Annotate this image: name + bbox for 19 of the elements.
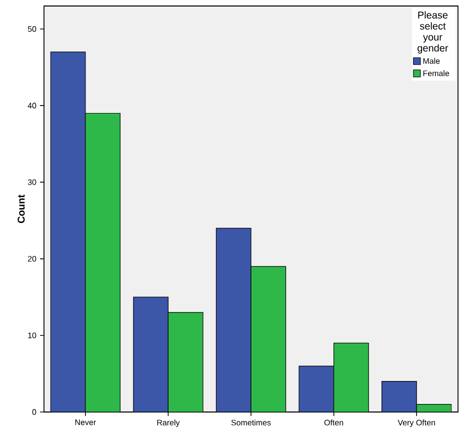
y-axis-title: Count: [18, 194, 25, 224]
bar: [168, 312, 204, 412]
bar: [334, 342, 369, 412]
bar: [250, 266, 286, 412]
y-tick-label: 40: [28, 102, 36, 108]
legend-label: Male: [423, 58, 440, 64]
y-tick-label: 50: [28, 26, 36, 32]
bar: [85, 112, 120, 412]
legend-title: Please select your gender: [418, 11, 448, 54]
x-tick-label: Very Often: [398, 420, 435, 427]
y-tick-label: 0: [32, 409, 36, 415]
x-tick-label: Rarely: [157, 420, 180, 427]
y-tick-label: 20: [28, 256, 36, 262]
y-tick-label: 30: [28, 179, 36, 186]
x-tick-label: Sometimes: [231, 420, 271, 426]
legend-label: Female: [423, 70, 450, 76]
x-tick-label: Often: [324, 420, 344, 426]
x-tick-label: Never: [75, 420, 96, 426]
y-tick-label: 10: [28, 332, 36, 338]
